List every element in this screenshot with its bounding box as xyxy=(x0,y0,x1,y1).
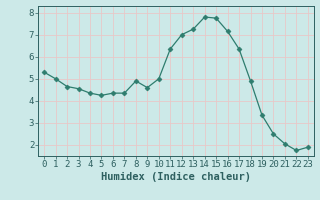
X-axis label: Humidex (Indice chaleur): Humidex (Indice chaleur) xyxy=(101,172,251,182)
